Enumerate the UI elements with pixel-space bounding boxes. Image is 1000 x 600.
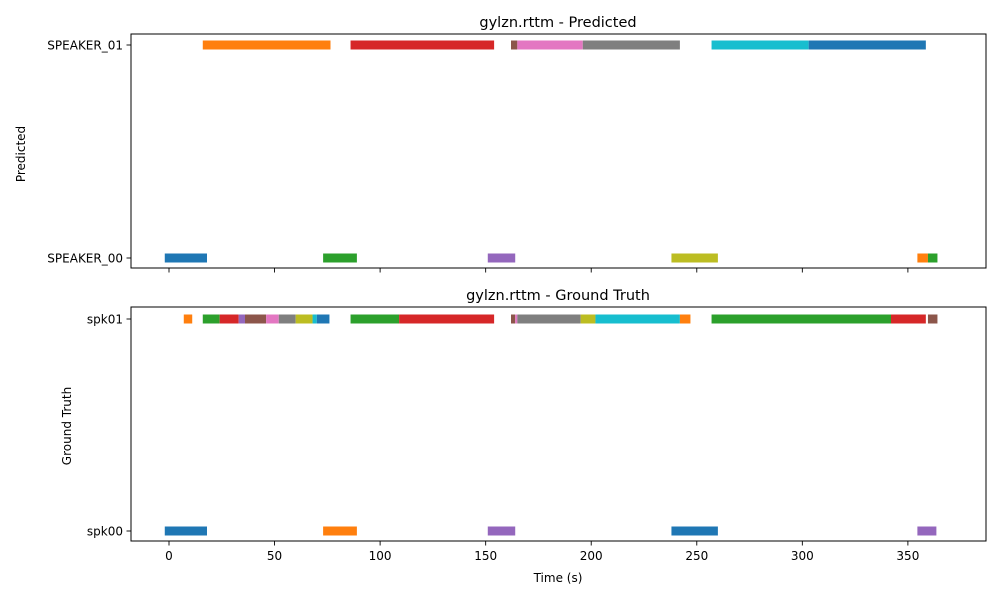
ground-truth-x-tick-label-50: 50 xyxy=(267,549,282,563)
ground-truth-segment-0 xyxy=(164,526,207,536)
ground-truth-segment-11 xyxy=(323,526,357,536)
predicted-axes-frame xyxy=(130,33,987,269)
ground-truth-segments xyxy=(164,314,938,536)
ground-truth-y-axis-label: Ground Truth xyxy=(60,387,74,465)
ground-truth-segment-17 xyxy=(517,314,581,324)
ground-truth-segment-2 xyxy=(202,314,220,324)
ground-truth-segment-6 xyxy=(266,314,279,324)
ground-truth-x-tick-label-0: 0 xyxy=(165,549,173,563)
predicted-segment-7 xyxy=(582,40,680,50)
ground-truth-segment-14 xyxy=(487,526,516,536)
predicted-segment-11 xyxy=(917,253,928,263)
predicted-segment-9 xyxy=(711,40,809,50)
predicted-segment-3 xyxy=(350,40,495,50)
ground-truth-y-ticks: spk00 spk01 xyxy=(87,312,131,538)
ground-truth-title: gylzn.rttm - Ground Truth xyxy=(466,288,650,304)
ground-truth-y-tick-label-1: spk01 xyxy=(87,312,123,326)
ground-truth-x-tick-label-250: 250 xyxy=(685,549,708,563)
x-axis-label: Time (s) xyxy=(533,571,583,585)
ground-truth-segment-22 xyxy=(711,314,891,324)
ground-truth-segment-8 xyxy=(295,314,313,324)
ground-truth-segment-15 xyxy=(511,314,516,324)
predicted-title: gylzn.rttm - Predicted xyxy=(479,15,636,31)
ground-truth-segment-12 xyxy=(350,314,400,324)
ground-truth-segment-4 xyxy=(238,314,245,324)
predicted-segment-6 xyxy=(517,40,583,50)
ground-truth-segment-20 xyxy=(671,526,718,536)
ground-truth-segment-10 xyxy=(316,314,330,324)
ground-truth-segment-21 xyxy=(679,314,691,324)
ground-truth-axes-frame xyxy=(130,306,987,542)
ground-truth-segment-5 xyxy=(245,314,267,324)
predicted-segment-10 xyxy=(808,40,926,50)
ground-truth-x-ticks: 0 50 100 150 200 250 300 350 xyxy=(165,541,919,563)
ground-truth-segment-25 xyxy=(927,314,938,324)
ground-truth-x-tick-label-200: 200 xyxy=(580,549,603,563)
predicted-y-tick-label-0: SPEAKER_00 xyxy=(47,251,123,265)
ground-truth-panel: gylzn.rttm - Ground Truth Ground Truth T… xyxy=(60,288,987,585)
ground-truth-segment-16 xyxy=(515,314,518,324)
predicted-segment-8 xyxy=(671,253,718,263)
ground-truth-segment-7 xyxy=(278,314,296,324)
ground-truth-x-tick-label-350: 350 xyxy=(896,549,919,563)
ground-truth-segment-18 xyxy=(580,314,596,324)
predicted-segment-1 xyxy=(202,40,331,50)
ground-truth-x-tick-label-150: 150 xyxy=(474,549,497,563)
ground-truth-x-tick-label-300: 300 xyxy=(791,549,814,563)
ground-truth-segment-23 xyxy=(891,314,926,324)
ground-truth-x-tick-label-100: 100 xyxy=(369,549,392,563)
ground-truth-segment-24 xyxy=(917,526,937,536)
predicted-x-ticks xyxy=(168,268,909,273)
predicted-segment-0 xyxy=(164,253,207,263)
predicted-segment-12 xyxy=(927,253,938,263)
ground-truth-segment-19 xyxy=(595,314,680,324)
predicted-panel: gylzn.rttm - Predicted Predicted SPEAKER… xyxy=(14,15,987,273)
predicted-segment-2 xyxy=(323,253,357,263)
predicted-y-tick-label-1: SPEAKER_01 xyxy=(47,38,123,52)
predicted-y-ticks: SPEAKER_00 SPEAKER_01 xyxy=(47,38,131,265)
ground-truth-segment-3 xyxy=(219,314,239,324)
predicted-y-axis-label: Predicted xyxy=(14,126,28,182)
ground-truth-segment-1 xyxy=(183,314,193,324)
predicted-segment-4 xyxy=(487,253,516,263)
ground-truth-segment-9 xyxy=(312,314,317,324)
predicted-segments xyxy=(164,40,938,263)
ground-truth-segment-13 xyxy=(399,314,495,324)
ground-truth-y-tick-label-0: spk00 xyxy=(87,524,123,538)
predicted-segment-5 xyxy=(511,40,518,50)
